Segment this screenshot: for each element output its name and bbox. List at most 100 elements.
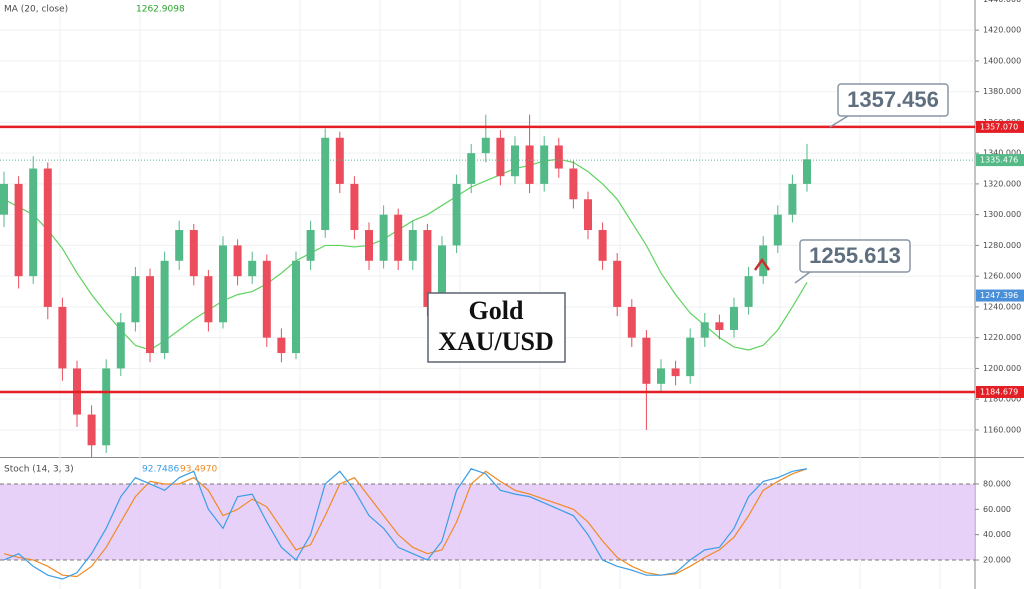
stoch-d-line (3, 468, 808, 578)
candle-body (116, 322, 125, 369)
candle-body (467, 153, 476, 184)
candle-body (671, 368, 680, 377)
y-tick-label: 1200.000 (983, 364, 1021, 373)
candle-body (438, 245, 446, 307)
candle-body (613, 260, 622, 307)
candle-body (569, 168, 578, 200)
callout-box (799, 239, 911, 273)
candle-body (744, 276, 753, 307)
y-tick-label: 80.000 (983, 479, 1011, 488)
stoch-band (0, 483, 975, 560)
annotation-text: XAU/USD (438, 327, 554, 356)
y-tick-label: 40.000 (983, 530, 1011, 539)
arrow-icon (753, 257, 771, 271)
y-tick-label: 1180.000 (983, 395, 1021, 404)
indicator-value: 1262.9098 (136, 5, 185, 15)
y-tick-label: 1420.000 (983, 26, 1021, 35)
candle-body (496, 137, 505, 177)
callout-label: 1255.613 (809, 243, 901, 268)
candle-body (394, 214, 403, 261)
candle-body (102, 368, 111, 446)
indicator-title: MA (20, close) (4, 5, 68, 15)
candle-body (219, 245, 227, 323)
stoch-k-line (3, 468, 808, 580)
candle-body (773, 214, 782, 246)
price-badge (976, 154, 1024, 167)
candle-body (0, 183, 8, 215)
price-badge-label: 1247.396 (980, 291, 1018, 300)
candle-body (365, 230, 373, 261)
candle-body (204, 276, 213, 323)
candle-body (335, 137, 344, 184)
candle-body (233, 245, 242, 277)
candle-body (29, 168, 38, 277)
callout-label: 1357.456 (847, 87, 939, 112)
candle-body (408, 230, 417, 261)
candle-body (642, 337, 651, 384)
candle-body (540, 145, 549, 184)
callout-box (837, 83, 949, 117)
candle-body (627, 306, 636, 338)
candle-body (686, 337, 695, 377)
candle-body (788, 183, 797, 215)
y-tick-label: 20.000 (983, 555, 1011, 564)
y-tick-label: 1340.000 (983, 149, 1021, 158)
candle-body (379, 214, 388, 261)
stoch-k-value: 92.7486 (142, 465, 179, 475)
y-tick-label: 60.000 (983, 505, 1011, 514)
candle-body (189, 230, 198, 277)
candle-body (87, 414, 96, 446)
candle-body (58, 306, 67, 369)
candle-body (131, 276, 140, 323)
candle-body (277, 337, 286, 354)
candle-body (321, 137, 330, 231)
candle-body (306, 230, 315, 261)
annotation-text: Gold (469, 296, 524, 325)
y-tick-label: 1260.000 (983, 272, 1021, 281)
y-tick-label: 1280.000 (983, 241, 1021, 250)
y-tick-label: 1300.000 (983, 210, 1021, 219)
candle-body (584, 199, 592, 231)
indicator-title: Stoch (14, 3, 3) (4, 465, 74, 475)
price-badge (976, 289, 1024, 302)
candle-body (598, 230, 607, 261)
candle-body (423, 230, 432, 307)
price-badge-label: 1184.679 (980, 387, 1018, 396)
annotation-box (427, 292, 566, 363)
y-tick-label: 1320.000 (983, 179, 1021, 188)
candle-body (554, 145, 563, 169)
candle-body (452, 183, 461, 246)
candle-body (657, 368, 665, 384)
candle-body (292, 260, 300, 354)
candle-body (350, 183, 359, 231)
candle-body (43, 168, 52, 307)
y-tick-label: 1220.000 (983, 333, 1021, 342)
price-badge-label: 1335.476 (980, 156, 1018, 165)
price-badge (976, 120, 1024, 133)
stoch-d-value: 93.4970 (180, 465, 217, 475)
candle-body (715, 322, 724, 330)
y-tick-label: 1440.000 (983, 0, 1021, 4)
price-badge (976, 385, 1024, 398)
candle-body (248, 260, 257, 277)
candle-body (511, 145, 519, 177)
candle-body (730, 306, 738, 330)
callout-pointer (829, 115, 849, 128)
candle-body (14, 183, 23, 277)
price-badge-label: 1357.070 (980, 122, 1018, 131)
candle-body (525, 145, 534, 184)
candle-body (175, 230, 184, 261)
candle-body (146, 276, 154, 354)
y-tick-label: 1400.000 (983, 56, 1021, 65)
candle-body (262, 260, 271, 338)
y-tick-label: 1380.000 (983, 87, 1021, 96)
candle-body (700, 322, 709, 338)
candle-body (803, 159, 811, 184)
y-tick-label: 1160.000 (983, 425, 1021, 434)
candle-body (160, 260, 169, 354)
y-tick-label: 1240.000 (983, 302, 1021, 311)
candle-body (481, 137, 490, 154)
callout-pointer (794, 271, 811, 284)
ma-line (3, 158, 808, 351)
